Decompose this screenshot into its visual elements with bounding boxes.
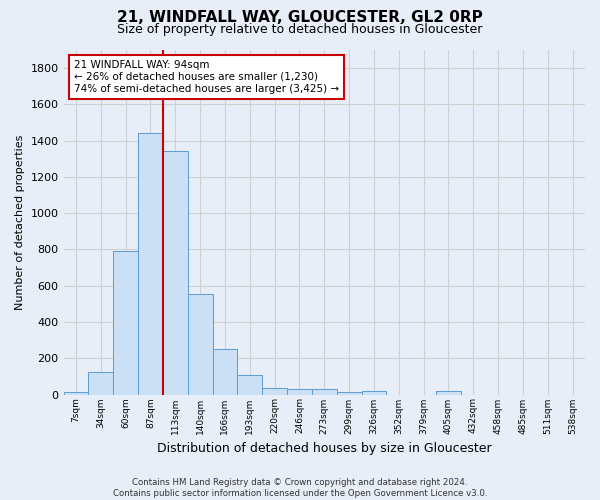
Bar bbox=[113, 252, 138, 394]
Bar bbox=[64, 392, 88, 394]
Bar bbox=[212, 349, 238, 395]
Bar bbox=[262, 388, 287, 394]
Bar bbox=[436, 391, 461, 394]
Text: 21, WINDFALL WAY, GLOUCESTER, GL2 0RP: 21, WINDFALL WAY, GLOUCESTER, GL2 0RP bbox=[117, 10, 483, 25]
Bar bbox=[163, 150, 188, 394]
Bar bbox=[88, 372, 113, 394]
Bar bbox=[238, 374, 262, 394]
X-axis label: Distribution of detached houses by size in Gloucester: Distribution of detached houses by size … bbox=[157, 442, 491, 455]
Text: 21 WINDFALL WAY: 94sqm
← 26% of detached houses are smaller (1,230)
74% of semi-: 21 WINDFALL WAY: 94sqm ← 26% of detached… bbox=[74, 60, 339, 94]
Text: Contains HM Land Registry data © Crown copyright and database right 2024.
Contai: Contains HM Land Registry data © Crown c… bbox=[113, 478, 487, 498]
Bar bbox=[337, 392, 362, 394]
Bar bbox=[138, 134, 163, 394]
Bar bbox=[312, 389, 337, 394]
Y-axis label: Number of detached properties: Number of detached properties bbox=[15, 134, 25, 310]
Bar bbox=[362, 391, 386, 394]
Bar bbox=[188, 294, 212, 394]
Bar bbox=[287, 389, 312, 394]
Text: Size of property relative to detached houses in Gloucester: Size of property relative to detached ho… bbox=[118, 22, 482, 36]
